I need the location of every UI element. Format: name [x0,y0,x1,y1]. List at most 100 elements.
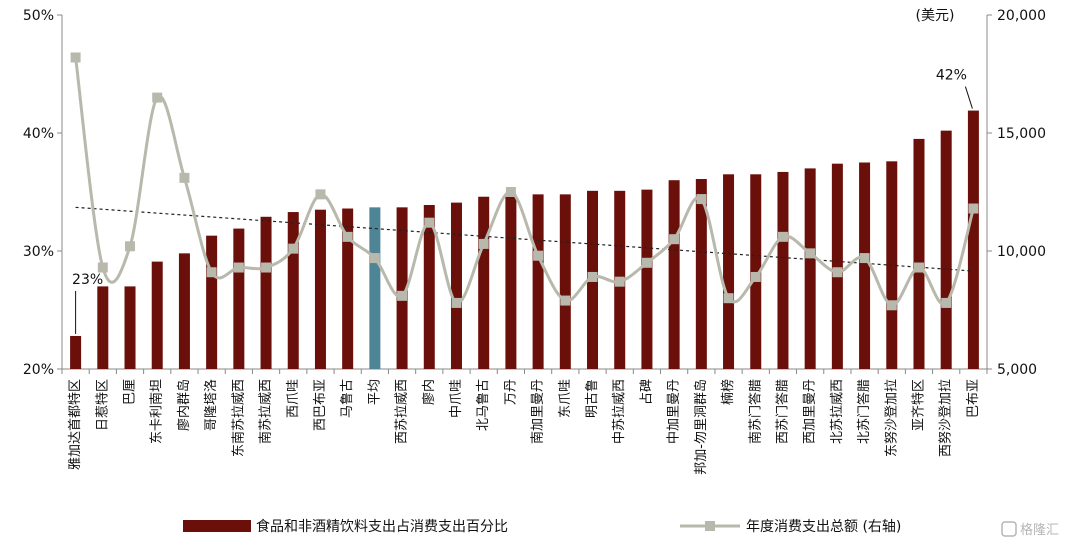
legend-line-marker [705,521,715,531]
line-point [913,262,924,273]
watermark-logo-icon [1001,521,1017,537]
bar [369,207,381,369]
bar [859,162,871,369]
bar [695,179,707,369]
category-label: 中爪哇 [449,379,464,418]
line-point [125,241,136,252]
bar [478,196,490,369]
right-tick-label: 5,000 [997,362,1037,378]
category-label: 西爪哇 [286,379,301,418]
category-label: 西巴布亚 [313,379,328,431]
left-tick-label: 30% [23,244,54,260]
category-label: 南加里曼丹 [530,379,546,444]
line-point [777,231,788,242]
category-label: 哥隆塔洛 [204,379,219,431]
category-label: 明古鲁 [585,379,600,418]
right-tick-label: 10,000 [997,244,1046,260]
bar [532,194,544,369]
line-point [805,248,816,259]
annotation-label: 23% [72,272,103,288]
category-label: 万丹 [503,379,518,405]
bar [831,163,843,369]
line-point [179,172,190,183]
legend-line-label: 年度消费支出总额 (右轴) [746,519,901,535]
bar [777,171,789,369]
line-point [424,217,435,228]
category-label: 东爪哇 [558,379,573,418]
bar [450,202,462,369]
line-point [750,271,761,282]
line-point [152,92,163,103]
category-label: 东南苏拉威西 [230,379,246,457]
category-label: 马鲁古 [340,379,355,418]
line-point [886,300,897,311]
bar [641,189,653,369]
bar [940,130,952,369]
category-label: 雅加达首都特区 [68,379,83,470]
legend-bar-label: 食品和非酒精饮料支出占消费支出百分比 [256,518,508,535]
watermark: 格隆汇 [1001,521,1059,538]
category-label: 平均 [367,379,382,405]
category-label: 北苏拉威西 [829,379,845,444]
bar [124,286,136,369]
bar [233,228,245,369]
annotation-label: 42% [936,68,967,84]
line-point [832,267,843,278]
category-label: 南苏拉威西 [258,379,274,444]
line-point [397,290,408,301]
bar [206,235,218,369]
line-point [533,250,544,261]
legend-bar-swatch [183,520,251,532]
bar [70,335,82,369]
left-tick-label: 40% [23,126,54,142]
trendline [75,206,974,272]
line-series [70,52,979,311]
bar [668,180,680,369]
category-label: 楠榜 [720,379,736,405]
line-point [941,297,952,308]
bar [505,194,517,369]
bar [423,204,435,369]
category-label: 南苏门答腊 [747,379,763,444]
category-label: 东卡利南坦 [149,379,165,444]
line-point [696,194,707,205]
category-label: 西苏拉威西 [394,379,410,444]
trendline-path [75,206,974,272]
bar [287,212,299,369]
bar [396,207,408,369]
bar [723,174,735,369]
bar [804,168,816,369]
right-tick-label: 15,000 [997,126,1046,142]
category-label: 巴布亚 [966,379,981,418]
line-point [233,262,244,273]
category-labels: 雅加达首都特区 日惹特区 巴厘 东卡利南坦 廖内群岛 哥隆塔洛 东南苏拉威西 南苏拉威西 西爪哇… [68,379,981,475]
annotations: 23% 42% [72,68,973,334]
category-label: 中加里曼丹 [667,379,682,444]
left-tick-label: 50% [23,8,54,24]
line-point [342,231,353,242]
category-label: 西苏门答腊 [774,379,790,444]
annotation-leader [964,86,973,109]
category-label: 中苏拉威西 [611,379,627,444]
legend: 食品和非酒精饮料支出占消费支出百分比 年度消费支出总额 (右轴) [183,518,901,535]
line-point [859,253,870,264]
line-point [206,267,217,278]
line-point [288,243,299,254]
line-point [641,257,652,268]
line-point [315,189,326,200]
line-point [478,238,489,249]
category-label: 北苏门答腊 [856,379,872,444]
category-label: 东努沙登加拉 [884,379,899,457]
bar [97,286,109,369]
category-label: 廖内群岛 [176,379,192,431]
category-label: 廖内 [421,379,437,405]
line-point [261,262,272,273]
category-label: 西加里曼丹 [803,379,818,444]
line-point [369,253,380,264]
bar [559,194,571,369]
bar [151,261,163,369]
bar [967,110,979,369]
line-point [505,187,516,197]
line-point [587,271,598,282]
